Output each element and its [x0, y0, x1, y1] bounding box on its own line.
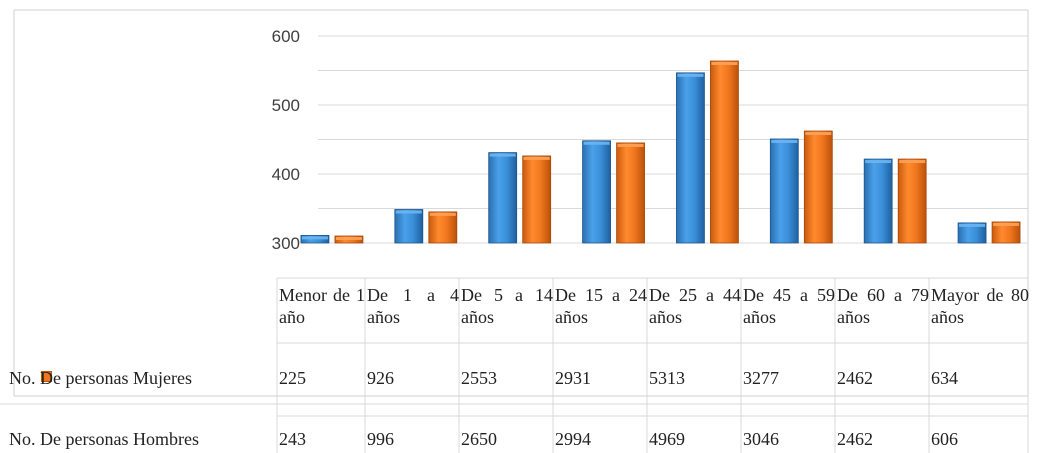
bar-hombres [300, 234, 330, 244]
data-value: 606 [931, 429, 958, 449]
bar-hombres [957, 222, 987, 244]
y-axis-ticks: 300 400 500 600 [272, 27, 300, 253]
data-value: 5313 [649, 368, 685, 388]
data-value: 2462 [837, 368, 873, 388]
data-value: 634 [931, 368, 958, 388]
data-value: 2462 [837, 429, 873, 449]
category-label: De 25 a 44 años [649, 285, 741, 327]
bar-hombres [582, 140, 611, 244]
data-value: 243 [279, 429, 306, 449]
category-label: De 15 a 24 años [555, 285, 647, 327]
data-value: 2553 [461, 368, 497, 388]
data-value: 3277 [743, 368, 779, 388]
series-label-hombres: No. De personas Hombres [9, 429, 199, 449]
series-label-mujeres: No. De personas Mujeres [9, 368, 192, 388]
bar-mujeres [710, 60, 739, 244]
y-tick-label: 300 [272, 234, 300, 253]
y-tick-label: 400 [272, 165, 300, 184]
bar-hombres [676, 72, 705, 244]
data-value: 996 [367, 429, 394, 449]
data-value: 2994 [555, 429, 591, 449]
category-label: De 45 a 59 años [743, 285, 835, 327]
category-label: Mayor de 80 años [931, 285, 1029, 327]
category-label: Menor de 1 año [279, 285, 365, 327]
data-value: 4969 [649, 429, 685, 449]
bar-hombres [863, 158, 893, 244]
bar-mujeres [991, 221, 1021, 244]
bars [300, 60, 1021, 244]
bar-hombres [769, 138, 799, 244]
bar-hombres [488, 152, 518, 244]
data-table-grid [0, 277, 1029, 453]
data-value: 2931 [555, 368, 591, 388]
y-tick-label: 500 [272, 96, 300, 115]
data-value: 225 [279, 368, 306, 388]
bar-mujeres [522, 155, 552, 244]
bar-mujeres [428, 211, 458, 244]
bar-mujeres [334, 235, 364, 244]
data-value: 3046 [743, 429, 779, 449]
bar-mujeres [897, 158, 927, 244]
category-label: De 1 a 4 años [367, 285, 459, 327]
bar-mujeres [616, 142, 645, 244]
data-value: 926 [367, 368, 394, 388]
y-tick-label: 600 [272, 27, 300, 46]
legend-key-mujeres [41, 371, 52, 382]
category-label: De 5 a 14 años [461, 285, 553, 327]
bar-mujeres [803, 130, 833, 244]
bar-hombres [394, 209, 424, 244]
category-label: De 60 a 79 años [837, 285, 929, 327]
data-value: 2650 [461, 429, 497, 449]
